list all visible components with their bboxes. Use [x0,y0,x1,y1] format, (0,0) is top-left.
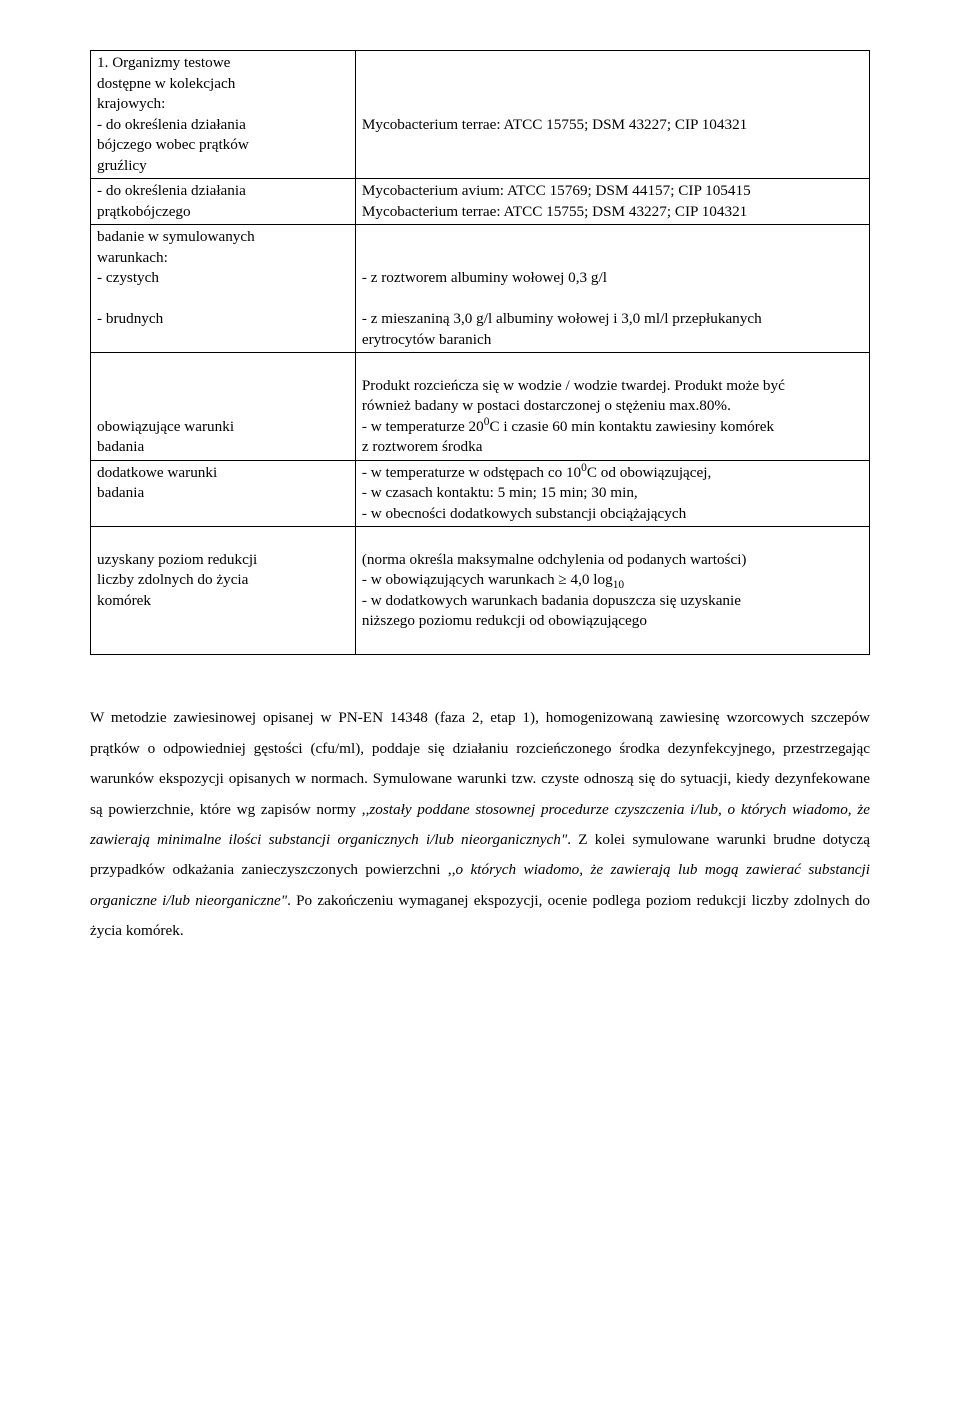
text: - z roztworem albuminy wołowej 0,3 g/l [362,269,607,286]
sub: 10 [613,579,624,591]
cell-r6c1: uzyskany poziom redukcji liczby zdolnych… [91,527,356,655]
cell-r1c2: Mycobacterium terrae: ATCC 15755; DSM 43… [355,51,869,179]
text: obowiązujące warunki badania [97,418,234,456]
text: Produkt rozcieńcza się w wodzie / wodzie… [362,377,785,415]
text: - w czasach kontaktu: 5 min; 15 min; 30 … [362,484,638,501]
text: - w obecności dodatkowych substancji obc… [362,505,686,522]
text: C od obowiązującej, [587,464,711,481]
cell-r3c1: badanie w symulowanych warunkach: - czys… [91,225,356,353]
text: - w temperaturze w odstępach co 10 [362,464,581,481]
text: (norma określa maksymalne odchylenia od … [362,551,747,568]
table-row: obowiązujące warunki badania Produkt roz… [91,353,870,461]
cell-r2c2: Mycobacterium avium: ATCC 15769; DSM 441… [355,179,869,225]
table-row: badanie w symulowanych warunkach: - czys… [91,225,870,353]
text: 1. Organizmy testowe dostępne w kolekcja… [97,54,249,174]
spec-table: 1. Organizmy testowe dostępne w kolekcja… [90,50,870,655]
text: - w obowiązujących warunkach ≥ 4,0 log [362,571,613,588]
cell-r2c1: - do określenia działania prątkobójczego [91,179,356,225]
cell-r5c1: dodatkowe warunki badania [91,460,356,527]
text: - w dodatkowych warunkach badania dopusz… [362,592,741,630]
cell-r4c1: obowiązujące warunki badania [91,353,356,461]
cell-r5c2: - w temperaturze w odstępach co 100C od … [355,460,869,527]
text: dodatkowe warunki badania [97,464,217,502]
text: - do określenia działania prątkobójczego [97,182,246,220]
cell-r3c2: - z roztworem albuminy wołowej 0,3 g/l -… [355,225,869,353]
table-row: - do określenia działania prątkobójczego… [91,179,870,225]
text: Mycobacterium terrae: ATCC 15755; DSM 43… [362,116,747,133]
cell-r4c2: Produkt rozcieńcza się w wodzie / wodzie… [355,353,869,461]
body-paragraph: W metodzie zawiesinowej opisanej w PN-EN… [90,703,870,946]
text: badanie w symulowanych warunkach: - czys… [97,228,255,327]
table-row: dodatkowe warunki badania - w temperatur… [91,460,870,527]
table-row: uzyskany poziom redukcji liczby zdolnych… [91,527,870,655]
cell-r6c2: (norma określa maksymalne odchylenia od … [355,527,869,655]
cell-r1c1: 1. Organizmy testowe dostępne w kolekcja… [91,51,356,179]
text: Mycobacterium avium: ATCC 15769; DSM 441… [362,182,751,220]
table-row: 1. Organizmy testowe dostępne w kolekcja… [91,51,870,179]
text: uzyskany poziom redukcji liczby zdolnych… [97,551,257,609]
text: - w temperaturze 20 [362,418,484,435]
text: - z mieszaniną 3,0 g/l albuminy wołowej … [362,310,762,348]
